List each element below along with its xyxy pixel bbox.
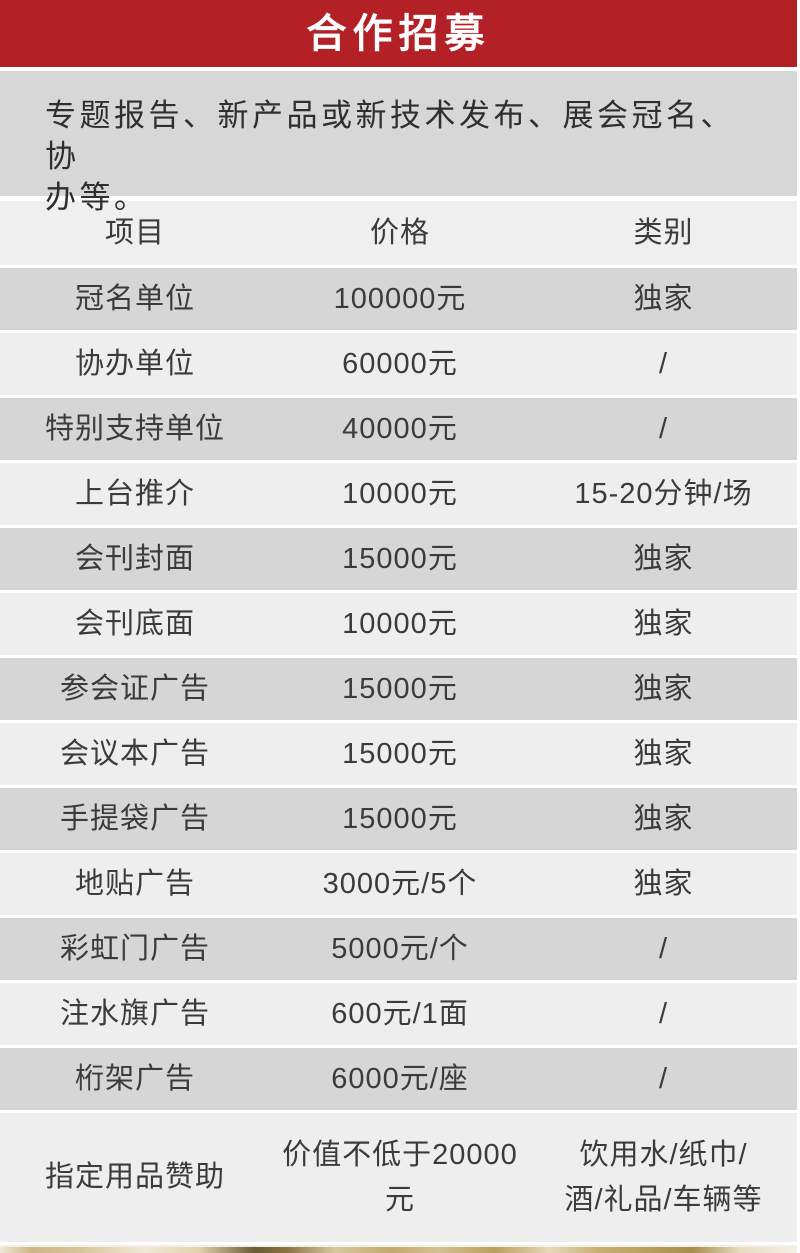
table-cell-item: 彩虹门广告 — [59, 932, 210, 965]
table-row: 地贴广告 3000元/5个 独家 — [0, 853, 797, 915]
page-title: 合作招募 — [306, 11, 491, 56]
table-row: 冠名单位 100000元 独家 — [0, 268, 797, 330]
table-cell-category: / — [658, 932, 669, 965]
table-cell-category: 饮用水/纸巾/ 酒/礼品/车辆等 — [564, 1138, 763, 1216]
table-row: 协办单位 60000元 / — [0, 333, 797, 395]
table-cell-price: 100000元 — [333, 282, 467, 315]
table-cell-price: 40000元 — [342, 412, 458, 445]
table-cell-price: 15000元 — [342, 737, 458, 770]
table-cell-item: 手提袋广告 — [59, 802, 210, 835]
table-cell-price: 600元/1面 — [331, 997, 469, 1030]
table-cell-category: 独家 — [633, 672, 694, 705]
table-cell-price: 价值不低于20000元 — [282, 1138, 518, 1216]
table-cell-item: 参会证广告 — [59, 672, 210, 705]
table-row: 注水旗广告 600元/1面 / — [0, 983, 797, 1045]
cropped-photo-strip — [0, 1245, 797, 1253]
table-row: 上台推介 10000元 15-20分钟/场 — [0, 463, 797, 525]
table-cell-price: 10000元 — [342, 477, 458, 510]
table-row: 桁架广告 6000元/座 / — [0, 1048, 797, 1110]
banner: 合作招募 — [0, 0, 797, 67]
table-cell-price: 15000元 — [342, 672, 458, 705]
table-row: 会议本广告 15000元 独家 — [0, 723, 797, 785]
table-cell-category: / — [658, 347, 669, 380]
table-cell-item: 桁架广告 — [74, 1062, 195, 1095]
intro-box: 专题报告、新产品或新技术发布、展会冠名、协 办等。 — [0, 71, 797, 215]
table-cell-item: 会刊封面 — [74, 542, 195, 575]
table-cell-category: 15-20分钟/场 — [574, 477, 753, 510]
table-row: 会刊底面 10000元 独家 — [0, 593, 797, 655]
table-cell-category: / — [658, 412, 669, 445]
column-header-price: 价格 — [369, 216, 430, 249]
table-cell-price: 5000元/个 — [331, 932, 469, 965]
table-cell-category: 独家 — [633, 802, 694, 835]
table-cell-item: 上台推介 — [74, 477, 195, 510]
table-row: 特别支持单位 40000元 / — [0, 398, 797, 460]
intro-text: 专题报告、新产品或新技术发布、展会冠名、协 办等。 — [45, 98, 735, 215]
column-header-category: 类别 — [633, 216, 694, 249]
table-row: 指定用品赞助 价值不低于20000元 饮用水/纸巾/ 酒/礼品/车辆等 — [0, 1113, 797, 1242]
table-cell-category: / — [658, 1062, 669, 1095]
table-row: 彩虹门广告 5000元/个 / — [0, 918, 797, 980]
table-cell-item: 指定用品赞助 — [44, 1161, 225, 1193]
table-cell-category: 独家 — [633, 737, 694, 770]
table-cell-item: 会刊底面 — [74, 607, 195, 640]
table-cell-item: 地贴广告 — [74, 867, 195, 900]
table-row: 会刊封面 15000元 独家 — [0, 528, 797, 590]
table-cell-price: 60000元 — [342, 347, 458, 380]
table-cell-item: 会议本广告 — [59, 737, 210, 770]
table-cell-category: / — [658, 997, 669, 1030]
table-row: 手提袋广告 15000元 独家 — [0, 788, 797, 850]
table-cell-price: 6000元/座 — [331, 1062, 469, 1095]
table-cell-category: 独家 — [633, 867, 694, 900]
table-cell-price: 15000元 — [342, 542, 458, 575]
table-body: 冠名单位 100000元 独家 协办单位 60000元 / 特别支持单位 40000元 / 上台推… — [0, 268, 797, 1242]
pricing-table: 项目 价格 类别 冠名单位 100000元 独家 协办单位 60000元 / 特别支持单位 4… — [0, 201, 797, 1242]
table-cell-item: 注水旗广告 — [59, 997, 210, 1030]
table-header-row: 项目 价格 类别 — [0, 201, 797, 265]
table-cell-category: 独家 — [633, 607, 694, 640]
table-cell-price: 15000元 — [342, 802, 458, 835]
table-cell-item: 特别支持单位 — [44, 412, 225, 445]
table-row: 参会证广告 15000元 独家 — [0, 658, 797, 720]
table-cell-category: 独家 — [633, 282, 694, 315]
column-header-item: 项目 — [104, 216, 165, 249]
table-cell-item: 协办单位 — [74, 347, 195, 380]
table-cell-price: 3000元/5个 — [322, 867, 478, 900]
table-cell-category: 独家 — [633, 542, 694, 575]
table-cell-item: 冠名单位 — [74, 282, 195, 315]
table-cell-price: 10000元 — [342, 607, 458, 640]
